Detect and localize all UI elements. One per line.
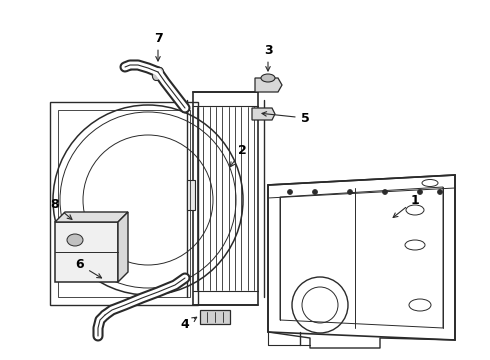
Polygon shape	[252, 108, 275, 120]
Ellipse shape	[261, 74, 275, 82]
Polygon shape	[187, 180, 195, 210]
Polygon shape	[118, 212, 128, 282]
Ellipse shape	[152, 67, 164, 81]
Polygon shape	[55, 212, 128, 222]
Polygon shape	[255, 78, 282, 92]
Text: 2: 2	[230, 144, 246, 167]
Circle shape	[417, 189, 422, 194]
Text: 8: 8	[50, 198, 72, 219]
Circle shape	[383, 189, 388, 194]
Polygon shape	[200, 310, 230, 324]
Text: 4: 4	[181, 317, 196, 332]
Polygon shape	[55, 222, 118, 282]
Circle shape	[438, 189, 442, 194]
Text: 5: 5	[262, 112, 309, 125]
Circle shape	[288, 189, 293, 194]
Ellipse shape	[67, 234, 83, 246]
Circle shape	[347, 189, 352, 194]
Text: 6: 6	[75, 258, 101, 278]
Text: 7: 7	[154, 31, 162, 61]
Text: 3: 3	[264, 44, 272, 71]
Text: 1: 1	[393, 194, 419, 217]
Circle shape	[313, 189, 318, 194]
